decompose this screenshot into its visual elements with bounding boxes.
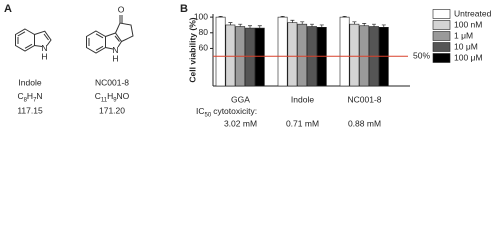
legend-swatch [432, 53, 451, 63]
error-bar [319, 24, 324, 28]
legend-swatch [432, 42, 451, 52]
molecular-weight: 171.20 [99, 105, 125, 115]
error-bar [352, 21, 357, 25]
bar [254, 27, 265, 87]
bar [277, 16, 288, 87]
bar [225, 24, 236, 87]
ic50-part: IC [196, 106, 205, 116]
ic50-label: 0.71 mM [286, 118, 319, 128]
y-axis-label: Cell viability (%) [187, 17, 197, 82]
legend-label: 100 nM [454, 19, 482, 29]
legend-label: 10 μM [454, 41, 478, 51]
ic50-label: 0.88 mM [348, 118, 381, 128]
compound-name: Indole [18, 77, 41, 87]
legend-label: 1 μM [454, 30, 473, 40]
nc001-8-structure [86, 15, 134, 54]
bar [287, 22, 298, 87]
panel-label: A [4, 3, 12, 15]
ic50-title: IC50 cytotoxicity: [196, 106, 257, 118]
y-tick-label: 100 [194, 11, 208, 21]
formula-subscript: 8 [24, 97, 28, 103]
error-bar [228, 22, 233, 25]
error-bar [342, 15, 347, 18]
compound-name: NC001-8 [95, 77, 129, 87]
x-tick-label: NC001-8 [347, 94, 381, 104]
formula-subscript: 7 [33, 97, 37, 103]
error-bar [381, 24, 386, 28]
ic50-part: cytotoxicity: [213, 106, 257, 116]
y-tick-label: 80 [199, 27, 209, 37]
formula: C8H7N [17, 91, 42, 103]
formula-subscript: 9 [113, 97, 117, 103]
reference-label: 50% [413, 51, 430, 61]
error-bar [280, 15, 285, 18]
atom-label: N [41, 43, 47, 53]
error-bar [257, 25, 262, 29]
bar [245, 27, 255, 87]
x-tick-label: Indole [291, 94, 314, 104]
x-tick-label: GGA [231, 94, 250, 104]
ic50-label: 3.02 mM [224, 118, 257, 128]
legend-swatch [432, 31, 451, 41]
error-bar [248, 25, 252, 29]
formula-part: C [17, 91, 23, 101]
atom-label: N [112, 45, 118, 55]
legend-label: Untreated [454, 8, 492, 18]
formula-part: C [95, 91, 101, 101]
legend-label: 100 μM [454, 52, 483, 62]
error-bar [290, 19, 295, 23]
bar [297, 23, 308, 87]
figure: A N H O N H IndoleC8H7N117.15NC001-8C11H… [4, 3, 492, 128]
indole-structure [15, 28, 52, 52]
formula-part: H [107, 91, 113, 101]
panel-label: B [180, 3, 188, 15]
formula-part: NO [117, 91, 130, 101]
bar [215, 16, 226, 87]
molecular-weight: 117.15 [17, 105, 43, 115]
atom-label: O [118, 4, 125, 14]
formula-part: H [27, 91, 33, 101]
legend-swatch [432, 9, 451, 19]
ic50-subscript: 50 [205, 112, 212, 118]
error-bar [238, 23, 243, 27]
formula-part: N [36, 91, 42, 101]
formula: C11H9NO [95, 91, 130, 103]
bar [339, 16, 350, 87]
legend-swatch [432, 20, 451, 30]
atom-label: H [41, 51, 47, 61]
formula-subscript: 11 [101, 97, 108, 103]
bar [349, 23, 360, 87]
error-bar [372, 23, 376, 27]
error-bar [218, 15, 223, 18]
error-bar [362, 23, 367, 26]
y-tick-label: 60 [199, 43, 209, 53]
error-bar [300, 21, 305, 25]
error-bar [310, 23, 314, 27]
atom-label: H [112, 53, 118, 63]
